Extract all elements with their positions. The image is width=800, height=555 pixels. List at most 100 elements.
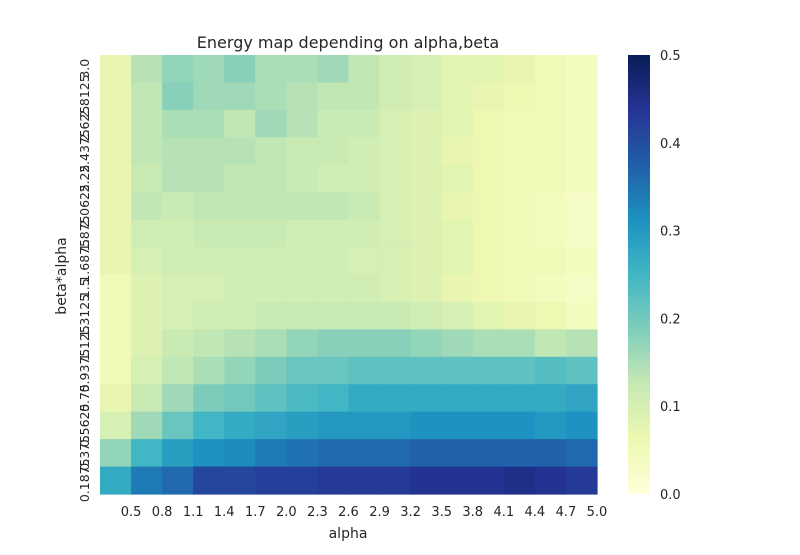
heatmap-cell [410, 137, 443, 166]
heatmap-cell [162, 219, 194, 248]
heatmap-cell [193, 356, 225, 385]
heatmap-cell [317, 329, 350, 358]
heatmap-cell [224, 411, 256, 440]
heatmap-cell [379, 109, 412, 138]
y-axis-label: beta*alpha [54, 237, 70, 314]
y-tick-label: 1.875 [77, 215, 92, 251]
y-tick-label: 1.3125 [77, 294, 92, 338]
heatmap-cell [193, 329, 225, 358]
heatmap-cell [131, 274, 163, 303]
heatmap-cell [255, 82, 287, 111]
heatmap-cell [131, 219, 163, 248]
heatmap-cell [255, 55, 287, 84]
heatmap-cell [193, 466, 225, 495]
heatmap-cell [379, 329, 412, 358]
heatmap-cell [100, 164, 132, 193]
heatmap-cell [131, 137, 163, 166]
heatmap-cell [224, 55, 256, 84]
heatmap-cell [193, 82, 225, 111]
heatmap-cell [565, 329, 598, 358]
heatmap-cell [348, 384, 381, 413]
heatmap-cell [255, 137, 287, 166]
heatmap-cell [286, 82, 319, 111]
heatmap-cell [224, 329, 256, 358]
heatmap-cell [472, 82, 505, 111]
y-tick-label: 2.8125 [77, 74, 92, 118]
heatmap-cell [224, 384, 256, 413]
heatmap-cell [162, 329, 194, 358]
heatmap-cell [565, 356, 598, 385]
heatmap-cell [131, 356, 163, 385]
heatmap-cell [534, 439, 567, 468]
heatmap-cell [503, 247, 536, 276]
heatmap-cell [348, 411, 381, 440]
heatmap-cell [131, 466, 163, 495]
x-tick-label: 4.4 [525, 505, 546, 520]
heatmap-cell [317, 137, 350, 166]
heatmap-cell [565, 384, 598, 413]
heatmap-cell [286, 55, 319, 84]
colorbar-tick-label: 0.4 [660, 137, 681, 152]
heatmap-cell [441, 329, 474, 358]
heatmap-cell [379, 82, 412, 111]
heatmap-cell [193, 164, 225, 193]
heatmap-cell [410, 466, 443, 495]
y-tick-label: 3.0 [77, 59, 92, 79]
heatmap-cell [224, 466, 256, 495]
heatmap-cell [410, 439, 443, 468]
heatmap-cell [131, 411, 163, 440]
y-tick-label: 0.1875 [77, 458, 92, 502]
heatmap-cell [131, 192, 163, 221]
heatmap-cell [472, 219, 505, 248]
heatmap-cell [472, 301, 505, 330]
chart-title: Energy map depending on alpha,beta [197, 33, 499, 52]
heatmap-cell [193, 274, 225, 303]
heatmap-cell [472, 329, 505, 358]
heatmap-cell [286, 192, 319, 221]
heatmap-cell [162, 466, 194, 495]
heatmap-cell [224, 356, 256, 385]
heatmap-cell [255, 384, 287, 413]
heatmap-cell [503, 164, 536, 193]
heatmap-cell [224, 439, 256, 468]
heatmap-cell [317, 356, 350, 385]
heatmap-cell [224, 219, 256, 248]
heatmap-cell [286, 247, 319, 276]
heatmap-cell [410, 274, 443, 303]
x-tick-label: 2.9 [369, 505, 390, 520]
heatmap-cell [131, 329, 163, 358]
heatmap-cell [286, 329, 319, 358]
heatmap-cell [441, 109, 474, 138]
heatmap-cell [255, 109, 287, 138]
heatmap-cell [534, 247, 567, 276]
colorbar [628, 55, 650, 494]
heatmap-cell [534, 301, 567, 330]
heatmap-cell [441, 164, 474, 193]
heatmap-cell [131, 247, 163, 276]
heatmap-cell [503, 356, 536, 385]
heatmap-cell [565, 274, 598, 303]
heatmap-cell [534, 109, 567, 138]
heatmap-cell [534, 329, 567, 358]
heatmap-cell [441, 55, 474, 84]
heatmap-cell [255, 411, 287, 440]
heatmap-cell [348, 82, 381, 111]
heatmap-cell [410, 301, 443, 330]
heatmap-cell [503, 274, 536, 303]
x-tick-label: 3.8 [462, 505, 483, 520]
heatmap-cell [100, 247, 132, 276]
heatmap-cell [286, 411, 319, 440]
heatmap-cell [410, 411, 443, 440]
heatmap-cell [317, 439, 350, 468]
heatmap-cell [286, 439, 319, 468]
heatmap-cell [503, 301, 536, 330]
heatmap-cell [162, 247, 194, 276]
heatmap-cell [379, 247, 412, 276]
heatmap-cell [503, 55, 536, 84]
heatmap-cell [317, 82, 350, 111]
heatmap-cell [348, 192, 381, 221]
heatmap-cell [503, 192, 536, 221]
colorbar-ticks: 0.0 0.1 0.2 0.3 0.4 0.5 [660, 49, 681, 503]
heatmap-cell [193, 192, 225, 221]
